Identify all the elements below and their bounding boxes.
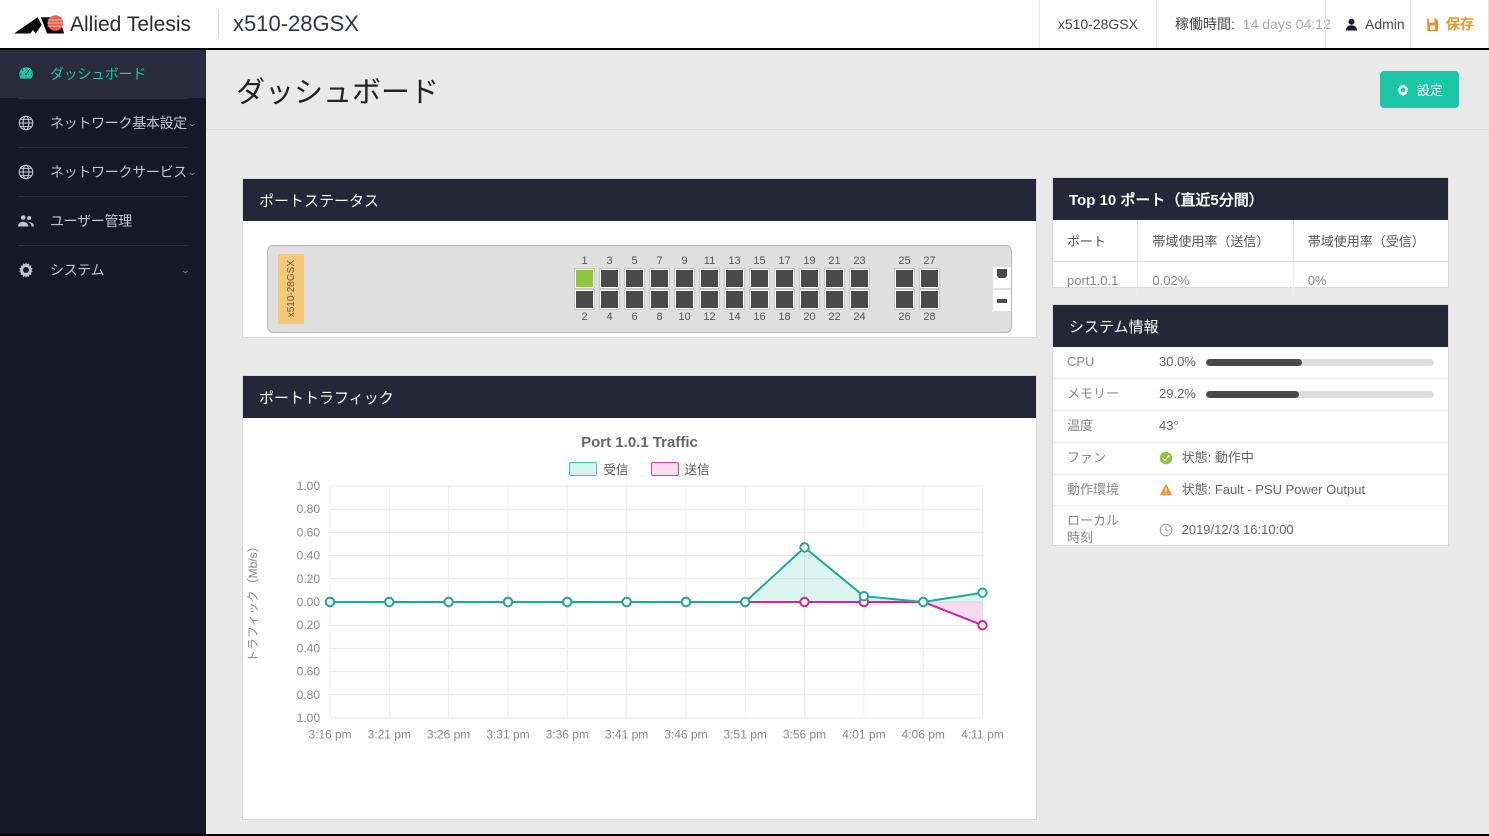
svg-text:0.60: 0.60 xyxy=(297,525,321,539)
svg-text:0.80: 0.80 xyxy=(297,688,321,702)
svg-text:4:06 pm: 4:06 pm xyxy=(902,728,945,742)
svg-text:0.00: 0.00 xyxy=(297,595,321,609)
svg-text:3:56 pm: 3:56 pm xyxy=(783,728,826,742)
svg-text:0.80: 0.80 xyxy=(297,502,321,516)
svg-text:3:31 pm: 3:31 pm xyxy=(486,728,529,742)
svg-text:3:51 pm: 3:51 pm xyxy=(724,728,767,742)
svg-text:0.20: 0.20 xyxy=(297,572,321,586)
svg-text:1.00: 1.00 xyxy=(297,479,321,493)
svg-text:3:21 pm: 3:21 pm xyxy=(368,728,411,742)
svg-text:4:11 pm: 4:11 pm xyxy=(961,728,1003,742)
svg-text:3:26 pm: 3:26 pm xyxy=(427,728,470,742)
svg-text:0.40: 0.40 xyxy=(297,641,321,655)
svg-text:3:36 pm: 3:36 pm xyxy=(546,728,589,742)
svg-text:Allied Telesis: Allied Telesis xyxy=(70,13,191,36)
svg-text:3:16 pm: 3:16 pm xyxy=(308,728,351,742)
svg-text:トラフィック（Mb/s）: トラフィック（Mb/s） xyxy=(246,540,260,662)
svg-text:3:41 pm: 3:41 pm xyxy=(605,728,648,742)
svg-text:4:01 pm: 4:01 pm xyxy=(842,728,885,742)
svg-text:1.00: 1.00 xyxy=(297,711,321,725)
svg-text:3:46 pm: 3:46 pm xyxy=(664,728,707,742)
svg-text:0.40: 0.40 xyxy=(297,549,321,563)
svg-text:0.20: 0.20 xyxy=(297,618,321,632)
svg-text:0.60: 0.60 xyxy=(297,665,321,679)
